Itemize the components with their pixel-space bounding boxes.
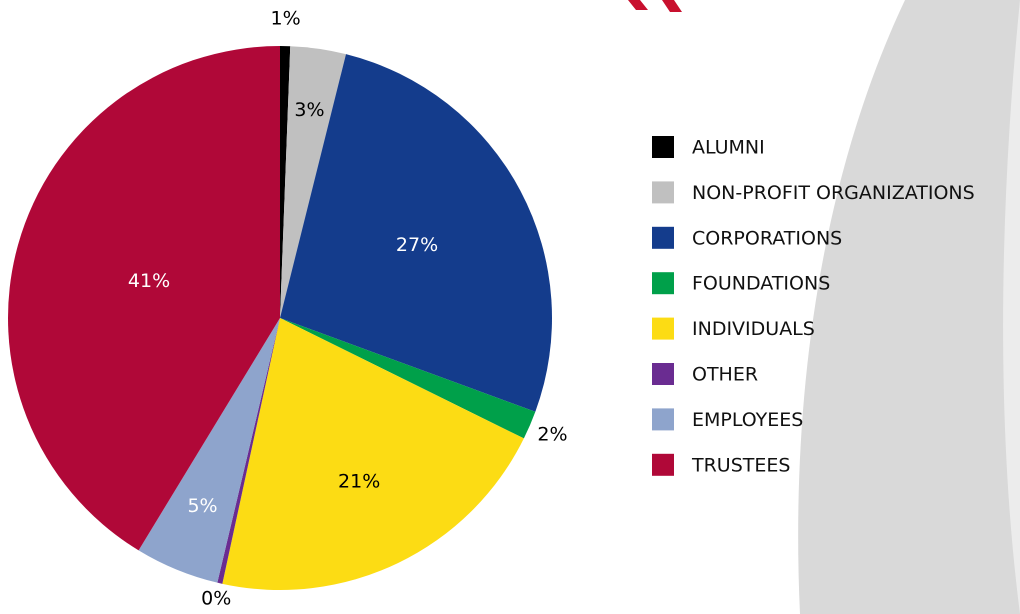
- pie-slice: [280, 318, 536, 439]
- decoration: [628, 0, 682, 12]
- legend-label: EMPLOYEES: [692, 409, 803, 431]
- slice-label: 3%: [294, 99, 324, 121]
- legend-label: NON-PROFIT ORGANIZATIONS: [692, 182, 975, 204]
- legend-label: INDIVIDUALS: [692, 318, 815, 340]
- legend-swatch: [652, 363, 674, 385]
- pie-slice: [280, 46, 346, 318]
- legend: ALUMNI NON-PROFIT ORGANIZATIONS CORPORATIO…: [652, 136, 975, 476]
- legend-swatch: [652, 226, 674, 249]
- pie-slice: [222, 318, 524, 591]
- pie-slice: [138, 318, 280, 583]
- legend-label: ALUMNI: [692, 137, 765, 159]
- legend-swatch: [652, 317, 674, 340]
- background-shape: [798, 0, 1020, 614]
- slice-label: 21%: [338, 471, 380, 493]
- pie-slice: [8, 46, 280, 551]
- legend-label: CORPORATIONS: [692, 227, 842, 249]
- slice-label: 41%: [128, 270, 170, 292]
- legend-label: FOUNDATIONS: [692, 273, 830, 295]
- legend-swatch: [652, 453, 674, 476]
- pie: 1% 3% 27% 2% 21% 0% 5% 41%: [8, 7, 568, 610]
- pie-slice: [280, 54, 553, 412]
- slice-label: 5%: [187, 495, 217, 517]
- slice-label: 27%: [396, 234, 438, 256]
- legend-swatch: [652, 136, 674, 158]
- legend-label: TRUSTEES: [691, 454, 790, 476]
- slice-label: 2%: [537, 423, 567, 445]
- legend-swatch: [652, 272, 674, 295]
- legend-swatch: [652, 408, 674, 431]
- legend-swatch: [652, 181, 674, 204]
- background-shape: [1003, 0, 1020, 614]
- pie-slice: [280, 46, 291, 318]
- slice-label: 1%: [271, 7, 301, 29]
- legend-label: OTHER: [692, 364, 758, 386]
- slice-label: 0%: [201, 588, 231, 610]
- pie-slice: [217, 318, 280, 584]
